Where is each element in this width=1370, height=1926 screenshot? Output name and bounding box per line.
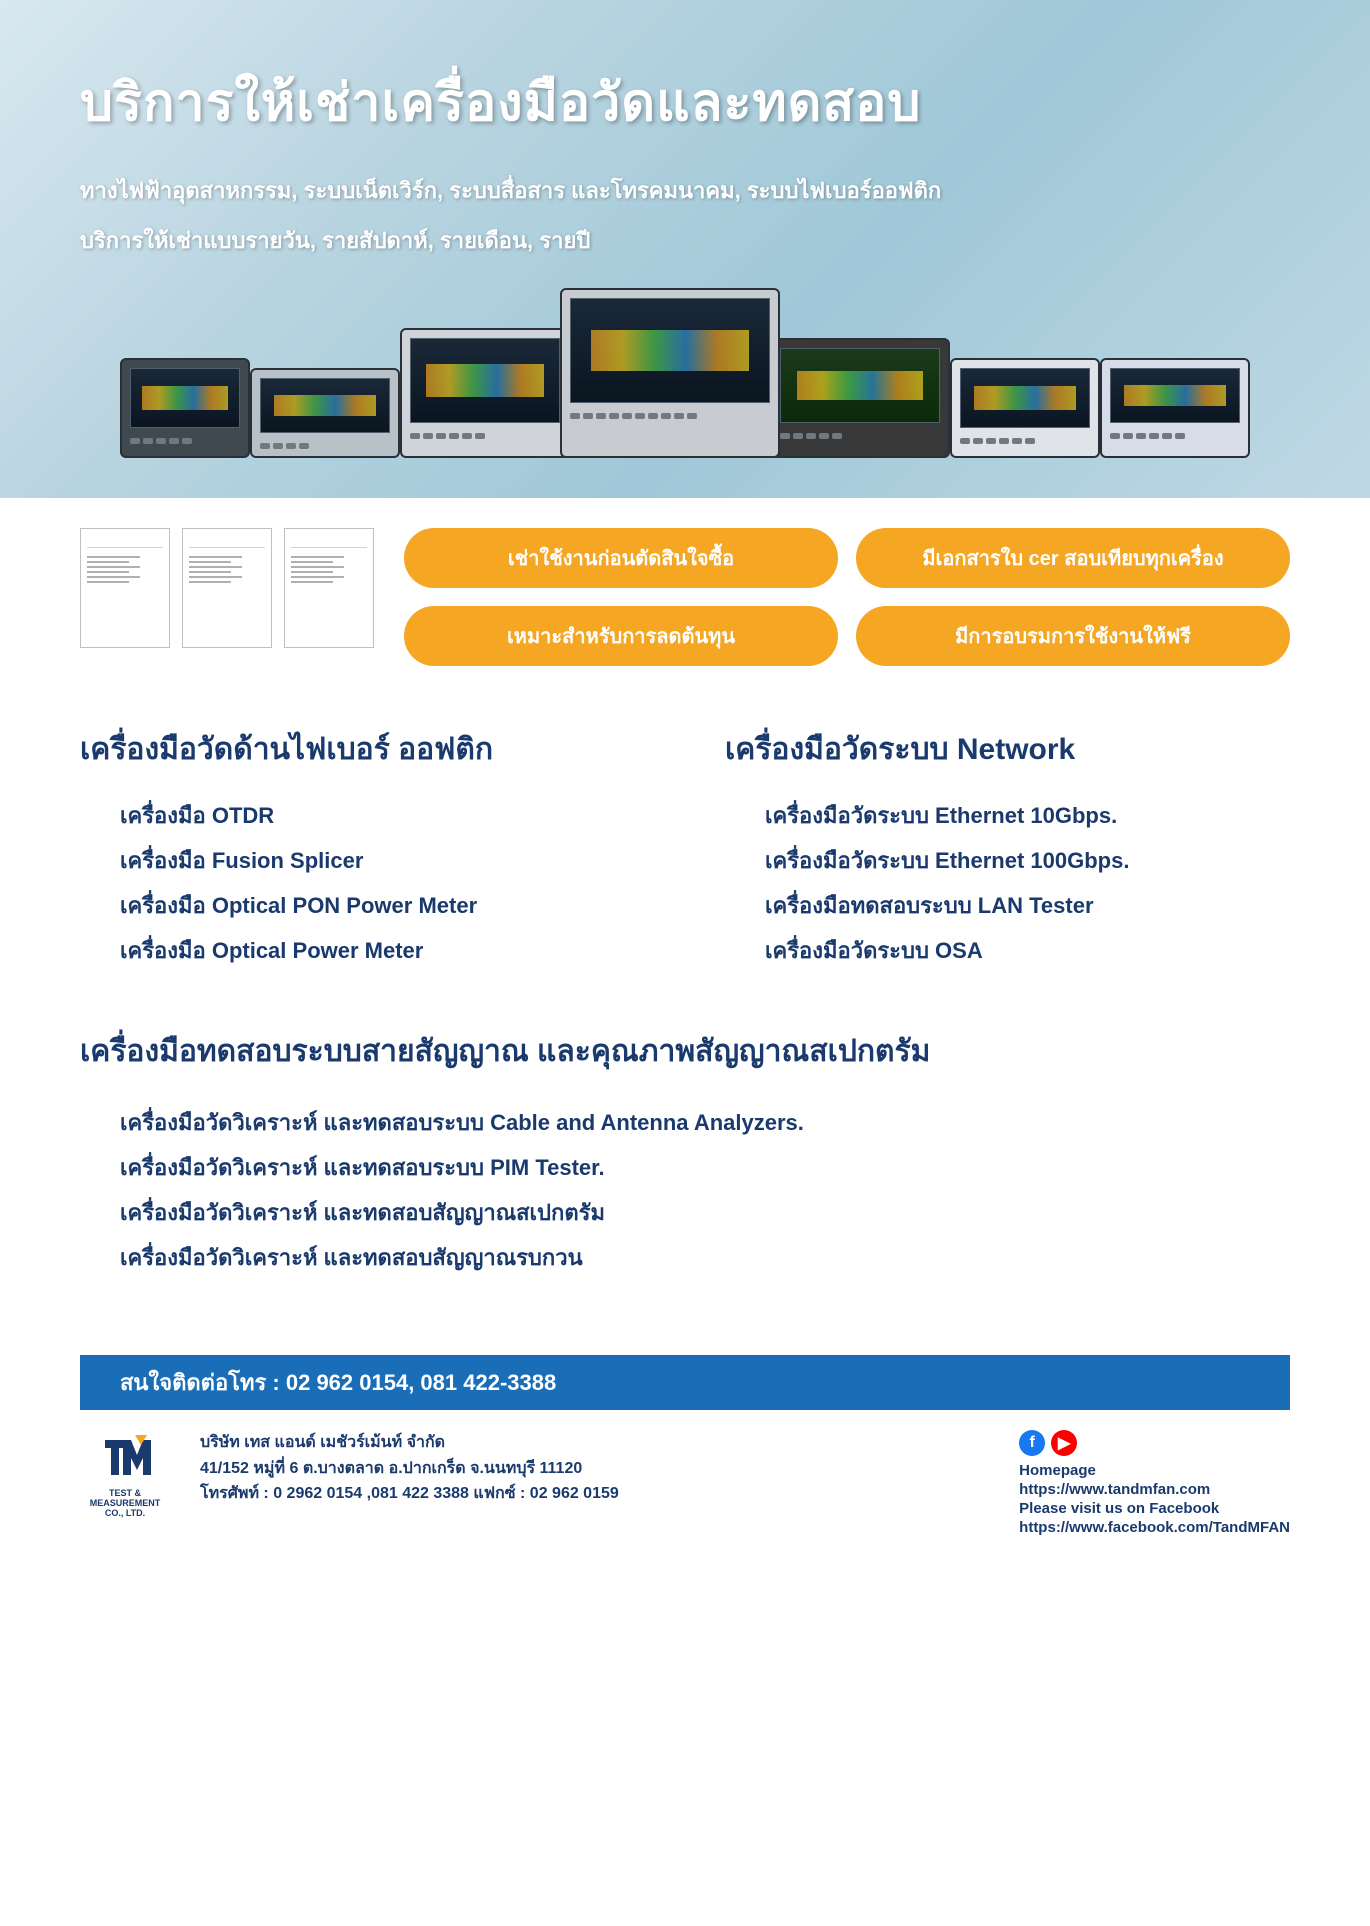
logo-text: TEST & MEASUREMENTCO., LTD. bbox=[80, 1489, 170, 1519]
youtube-icon[interactable]: ▶ bbox=[1051, 1430, 1077, 1456]
hero-title: บริการให้เช่าเครื่องมือวัดและทดสอบ bbox=[80, 60, 1290, 143]
device-image bbox=[560, 288, 780, 458]
certificates-row bbox=[80, 528, 374, 648]
feature-badge: เช่าใช้งานก่อนตัดสินใจซื้อ bbox=[404, 528, 838, 588]
device-image bbox=[250, 368, 400, 458]
certificate-image bbox=[80, 528, 170, 648]
section-title: เครื่องมือวัดด้านไฟเบอร์ ออฟติก bbox=[80, 726, 645, 773]
footer: TEST & MEASUREMENTCO., LTD. บริษัท เทส แ… bbox=[0, 1410, 1370, 1578]
mid-section: เช่าใช้งานก่อนตัดสินใจซื้อ มีเอกสารใบ ce… bbox=[0, 498, 1370, 686]
section-title: เครื่องมือวัดระบบ Network bbox=[725, 726, 1290, 773]
logo-mark-icon bbox=[95, 1430, 155, 1485]
fiber-section: เครื่องมือวัดด้านไฟเบอร์ ออฟติก เครื่องม… bbox=[80, 726, 645, 978]
certificate-image bbox=[182, 528, 272, 648]
list-item: เครื่องมือ Fusion Splicer bbox=[120, 843, 645, 878]
feature-badges: เช่าใช้งานก่อนตัดสินใจซื้อ มีเอกสารใบ ce… bbox=[404, 528, 1290, 666]
facebook-link[interactable]: https://www.facebook.com/TandMFAN bbox=[1019, 1519, 1290, 1536]
list-item: เครื่องมือวัดระบบ Ethernet 10Gbps. bbox=[765, 798, 1290, 833]
device-image bbox=[120, 358, 250, 458]
device-image bbox=[400, 328, 570, 458]
certificate-image bbox=[284, 528, 374, 648]
company-phone: โทรศัพท์ : 0 2962 0154 ,081 422 3388 แฟก… bbox=[200, 1481, 989, 1507]
company-address: 41/152 หมู่ที่ 6 ต.บางตลาด อ.ปากเกร็ด จ.… bbox=[200, 1456, 989, 1482]
devices-row bbox=[80, 288, 1290, 458]
device-image bbox=[1100, 358, 1250, 458]
list-item: เครื่องมือ Optical PON Power Meter bbox=[120, 888, 645, 923]
hero-section: บริการให้เช่าเครื่องมือวัดและทดสอบ ทางไฟ… bbox=[0, 0, 1370, 498]
section-title: เครื่องมือทดสอบระบบสายสัญญาณ และคุณภาพสั… bbox=[80, 1028, 1290, 1075]
list-item: เครื่องมือ Optical Power Meter bbox=[120, 933, 645, 968]
list-item: เครื่องมือวัดระบบ OSA bbox=[765, 933, 1290, 968]
device-image bbox=[950, 358, 1100, 458]
company-logo: TEST & MEASUREMENTCO., LTD. bbox=[80, 1430, 170, 1519]
facebook-label: Please visit us on Facebook bbox=[1019, 1500, 1290, 1517]
network-section: เครื่องมือวัดระบบ Network เครื่องมือวัดร… bbox=[725, 726, 1290, 978]
homepage-link[interactable]: https://www.tandmfan.com bbox=[1019, 1481, 1290, 1498]
homepage-label: Homepage bbox=[1019, 1462, 1290, 1479]
list-item: เครื่องมือ OTDR bbox=[120, 798, 645, 833]
list-item: เครื่องมือทดสอบระบบ LAN Tester bbox=[765, 888, 1290, 923]
hero-subtitle-1: ทางไฟฟ้าอุตสาหกรรม, ระบบเน็ตเวิร์ก, ระบบ… bbox=[80, 173, 1290, 208]
device-image bbox=[770, 338, 950, 458]
company-name: บริษัท เทส แอนด์ เมชัวร์เม้นท์ จำกัด bbox=[200, 1430, 989, 1456]
social-links: f ▶ Homepage https://www.tandmfan.com Pl… bbox=[1019, 1430, 1290, 1538]
hero-subtitle-2: บริการให้เช่าแบบรายวัน, รายสัปดาห์, รายเ… bbox=[80, 223, 1290, 258]
list-item: เครื่องมือวัดวิเคราะห์ และทดสอบระบบ Cabl… bbox=[120, 1105, 1290, 1140]
feature-badge: เหมาะสำหรับการลดต้นทุน bbox=[404, 606, 838, 666]
list-item: เครื่องมือวัดวิเคราะห์ และทดสอบระบบ PIM … bbox=[120, 1150, 1290, 1185]
feature-badge: มีการอบรมการใช้งานให้ฟรี bbox=[856, 606, 1290, 666]
list-item: เครื่องมือวัดระบบ Ethernet 100Gbps. bbox=[765, 843, 1290, 878]
list-item: เครื่องมือวัดวิเคราะห์ และทดสอบสัญญาณสเป… bbox=[120, 1195, 1290, 1230]
list-item: เครื่องมือวัดวิเคราะห์ และทดสอบสัญญาณรบก… bbox=[120, 1240, 1290, 1275]
content-section: เครื่องมือวัดด้านไฟเบอร์ ออฟติก เครื่องม… bbox=[0, 686, 1370, 1315]
company-info: บริษัท เทส แอนด์ เมชัวร์เม้นท์ จำกัด 41/… bbox=[200, 1430, 989, 1507]
cable-section: เครื่องมือทดสอบระบบสายสัญญาณ และคุณภาพสั… bbox=[80, 1028, 1290, 1275]
feature-badge: มีเอกสารใบ cer สอบเทียบทุกเครื่อง bbox=[856, 528, 1290, 588]
facebook-icon[interactable]: f bbox=[1019, 1430, 1045, 1456]
contact-bar: สนใจติดต่อโทร : 02 962 0154, 081 422-338… bbox=[80, 1355, 1290, 1410]
